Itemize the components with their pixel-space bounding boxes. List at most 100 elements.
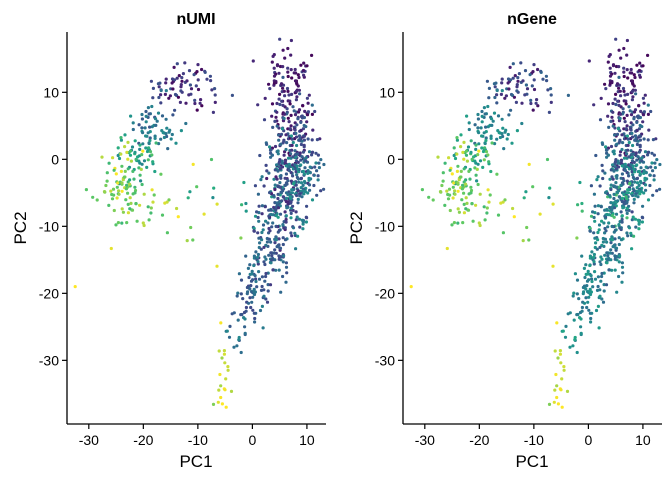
scatter-point	[267, 253, 271, 257]
scatter-point	[245, 285, 249, 290]
scatter-point	[642, 110, 647, 114]
scatter-point	[527, 162, 531, 166]
scatter-point	[646, 150, 650, 155]
scatter-point	[131, 169, 135, 173]
scatter-point	[130, 145, 135, 149]
scatter-point	[578, 180, 582, 185]
scatter-point	[306, 101, 310, 105]
scatter-point	[599, 279, 603, 283]
scatter-point	[290, 148, 294, 152]
scatter-point	[485, 79, 489, 83]
scatter-point	[487, 200, 491, 204]
scatter-point	[266, 289, 270, 293]
scatter-point	[134, 157, 138, 161]
scatter-point	[658, 187, 662, 191]
scatter-point	[111, 187, 116, 191]
scatter-point	[293, 128, 297, 132]
scatter-point	[150, 125, 154, 129]
scatter-point	[467, 121, 471, 125]
scatter-point	[634, 194, 638, 198]
scatter-point	[285, 206, 289, 210]
scatter-point	[480, 120, 484, 124]
scatter-point	[310, 138, 314, 142]
scatter-point	[273, 248, 277, 252]
scatter-point	[620, 280, 624, 284]
scatter-point	[576, 203, 580, 207]
scatter-point	[119, 138, 123, 142]
scatter-point	[264, 219, 268, 223]
scatter-point	[267, 171, 271, 175]
scatter-point	[646, 198, 651, 202]
scatter-point	[193, 98, 197, 102]
scatter-point	[100, 155, 104, 159]
scatter-point	[260, 284, 264, 289]
scatter-point	[126, 140, 130, 144]
scatter-point	[261, 223, 266, 227]
scatter-point	[633, 134, 638, 138]
scatter-point	[159, 88, 163, 93]
scatter-point	[556, 356, 560, 360]
scatter-point	[587, 59, 591, 63]
scatter-point	[104, 183, 108, 188]
scatter-point	[451, 196, 455, 200]
scatter-point	[469, 191, 473, 195]
scatter-point	[279, 290, 283, 294]
scatter-point	[209, 157, 214, 162]
scatter-point	[252, 226, 256, 231]
scatter-point	[623, 93, 627, 97]
scatter-point	[252, 289, 256, 293]
scatter-point	[642, 169, 646, 173]
scatter-point	[631, 143, 635, 148]
scatter-point	[205, 77, 209, 81]
scatter-point	[296, 167, 300, 171]
scatter-point	[274, 214, 278, 218]
scatter-point	[553, 349, 557, 353]
scatter-point	[294, 170, 298, 174]
scatter-point	[618, 89, 622, 93]
scatter-point	[517, 72, 522, 76]
scatter-point	[289, 196, 293, 201]
scatter-point	[260, 230, 264, 235]
scatter-point	[142, 223, 146, 228]
scatter-point	[617, 242, 621, 247]
scatter-point	[307, 183, 312, 187]
scatter-point	[269, 208, 273, 212]
scatter-point	[165, 126, 169, 130]
scatter-point	[608, 66, 612, 70]
scatter-point	[580, 209, 584, 213]
scatter-point	[596, 275, 601, 279]
scatter-point	[534, 101, 538, 105]
scatter-point	[295, 173, 299, 177]
scatter-point	[471, 219, 475, 223]
scatter-point	[211, 196, 215, 200]
scatter-point	[564, 324, 568, 328]
scatter-point	[157, 142, 161, 146]
scatter-point	[598, 118, 603, 122]
scatter-point	[310, 112, 314, 116]
scatter-point	[612, 243, 616, 248]
scatter-point	[456, 207, 460, 211]
scatter-point	[174, 141, 178, 145]
scatter-point	[277, 184, 281, 188]
scatter-point	[456, 189, 460, 193]
scatter-point	[515, 129, 520, 133]
scatter-point	[547, 196, 551, 200]
scatter-point	[598, 260, 602, 264]
scatter-point	[149, 206, 153, 210]
scatter-point	[650, 161, 654, 165]
scatter-point	[287, 168, 291, 173]
scatter-point	[500, 117, 504, 121]
scatter-point	[459, 169, 463, 173]
scatter-point	[523, 69, 528, 73]
scatter-point	[630, 135, 635, 139]
scatter-point	[281, 48, 285, 52]
scatter-point	[482, 158, 486, 162]
scatter-point	[235, 344, 239, 348]
scatter-point	[469, 185, 473, 189]
scatter-point	[277, 133, 281, 137]
scatter-point	[509, 92, 514, 97]
scatter-point	[251, 308, 255, 312]
scatter-point	[185, 239, 189, 243]
scatter-point	[256, 231, 260, 235]
scatter-point	[212, 186, 216, 190]
